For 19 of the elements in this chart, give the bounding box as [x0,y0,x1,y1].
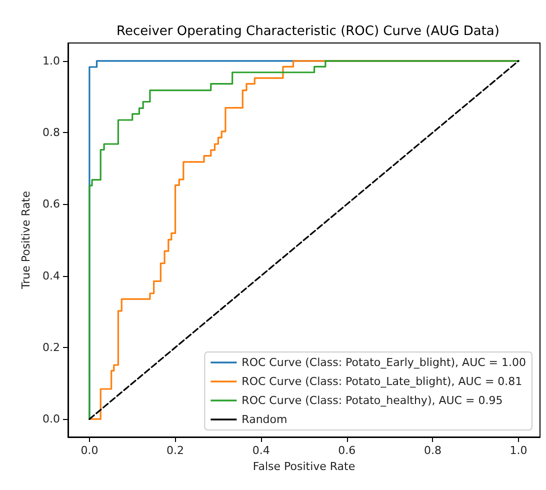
y-tick-label: 0.2 [42,340,60,354]
x-tick-label: 0.0 [80,444,98,457]
y-tick-label: 0.4 [42,269,60,282]
y-tick-label: 0.0 [42,412,60,426]
legend-label: ROC Curve (Class: Potato_Late_blight), AUC = 0.81 [242,375,522,388]
x-tick-label: 0.6 [338,444,356,457]
y-tick-label: 1.0 [42,54,60,68]
y-tick-label: 0.8 [42,126,60,140]
x-tick-label: 0.8 [424,444,442,457]
chart-title: Receiver Operating Characteristic (ROC) Curve (AUG Data) [116,24,500,39]
legend-label: Random [242,413,288,426]
legend-label: ROC Curve (Class: Potato_Early_blight), AUC = 1.00 [242,356,526,369]
legend-label: ROC Curve (Class: Potato_healthy), AUC = 0.95 [242,394,503,407]
x-tick-label: 0.2 [166,444,184,457]
x-tick-label: 0.4 [252,444,270,457]
y-tick-label: 0.6 [42,198,60,211]
x-axis-title: False Positive Rate [252,460,356,473]
y-axis-title: True Positive Rate [20,190,33,290]
x-tick-label: 1.0 [510,444,528,457]
